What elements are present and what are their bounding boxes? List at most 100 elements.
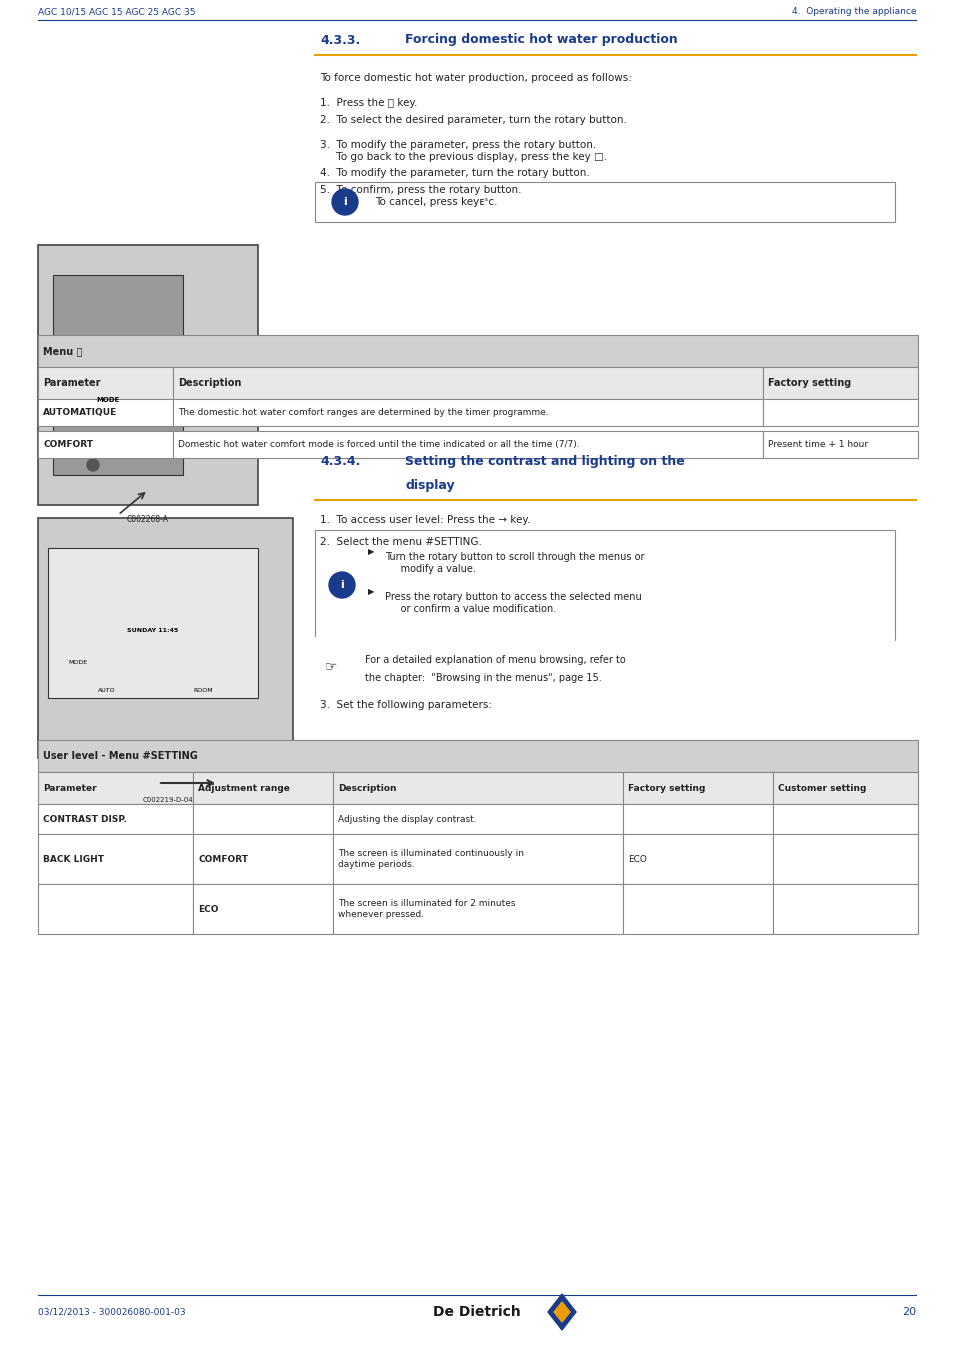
Bar (772, 805, 917, 834)
Bar (772, 834, 917, 884)
Text: Press the rotary button to access the selected menu
     or confirm a value modi: Press the rotary button to access the se… (385, 593, 641, 614)
Bar (772, 772, 917, 805)
Bar (193, 834, 333, 884)
Text: User level - Menu #SETTING: User level - Menu #SETTING (43, 751, 197, 761)
Bar (622, 805, 772, 834)
Text: COMFORT: COMFORT (43, 440, 92, 450)
Text: 5.  To confirm, press the rotary button.: 5. To confirm, press the rotary button. (319, 185, 521, 194)
Bar (172, 367, 762, 400)
Bar (53, 275, 183, 475)
Bar (333, 772, 622, 805)
Text: ▶: ▶ (368, 587, 375, 597)
Text: Setting the contrast and lighting on the: Setting the contrast and lighting on the (405, 455, 684, 468)
Bar (38, 518, 293, 757)
Bar (333, 834, 622, 884)
Bar (38, 740, 917, 772)
Text: Present time + 1 hour: Present time + 1 hour (767, 440, 867, 450)
Text: AGC 10/15 AGC 15 AGC 25 AGC 35: AGC 10/15 AGC 15 AGC 25 AGC 35 (38, 8, 195, 16)
Text: Menu ส: Menu ส (43, 346, 82, 356)
Bar (622, 772, 772, 805)
Circle shape (87, 459, 99, 471)
Text: 20: 20 (901, 1307, 915, 1318)
Text: Parameter: Parameter (43, 378, 100, 387)
Text: 4.  To modify the parameter, turn the rotary button.: 4. To modify the parameter, turn the rot… (319, 167, 589, 178)
Text: The screen is illuminated for 2 minutes
whenever pressed.: The screen is illuminated for 2 minutes … (337, 899, 515, 919)
Bar (38, 884, 193, 934)
Text: i: i (343, 197, 347, 207)
Text: Domestic hot water comfort mode is forced until the time indicated or all the ti: Domestic hot water comfort mode is force… (178, 440, 579, 450)
Text: 4.  Operating the appliance: 4. Operating the appliance (791, 8, 915, 16)
Bar (193, 884, 333, 934)
Bar (622, 834, 772, 884)
Text: Turn the rotary button to scroll through the menus or
     modify a value.: Turn the rotary button to scroll through… (385, 552, 644, 574)
Bar (38, 367, 172, 400)
Text: the chapter:  "Browsing in the menus", page 15.: the chapter: "Browsing in the menus", pa… (365, 674, 601, 683)
Text: 1.  To access user level: Press the → key.: 1. To access user level: Press the → key… (319, 514, 530, 525)
Circle shape (332, 189, 357, 215)
Text: i: i (340, 580, 343, 590)
Text: C002268-A: C002268-A (127, 516, 169, 525)
Bar (38, 805, 193, 834)
Text: BACK LIGHT: BACK LIGHT (43, 855, 104, 864)
Text: AUTO: AUTO (98, 687, 115, 693)
Text: Parameter: Parameter (43, 783, 96, 792)
Text: ☞: ☞ (325, 659, 337, 674)
Text: Forcing domestic hot water production: Forcing domestic hot water production (405, 34, 677, 46)
Text: COMFORT: COMFORT (198, 855, 248, 864)
Polygon shape (554, 1301, 569, 1322)
Text: 4.3.3.: 4.3.3. (319, 34, 360, 46)
Text: AUTOMATIQUE: AUTOMATIQUE (43, 408, 117, 417)
Text: C002219-D-04: C002219-D-04 (143, 796, 193, 803)
Text: To cancel, press keyᴇˢᴄ.: To cancel, press keyᴇˢᴄ. (375, 197, 497, 207)
Bar (762, 367, 917, 400)
FancyBboxPatch shape (314, 182, 894, 221)
Text: CONTRAST DISP.: CONTRAST DISP. (43, 814, 127, 824)
FancyBboxPatch shape (314, 637, 894, 693)
Text: Adjustment range: Adjustment range (198, 783, 290, 792)
Text: For a detailed explanation of menu browsing, refer to: For a detailed explanation of menu brows… (365, 655, 625, 666)
Text: The domestic hot water comfort ranges are determined by the timer programme.: The domestic hot water comfort ranges ar… (178, 408, 548, 417)
Text: Description: Description (178, 378, 241, 387)
Bar (772, 884, 917, 934)
Text: The screen is illuminated continuously in
daytime periods.: The screen is illuminated continuously i… (337, 849, 523, 868)
Bar (38, 834, 193, 884)
Bar (38, 244, 257, 505)
Bar (622, 884, 772, 934)
Bar (333, 884, 622, 934)
Bar (172, 400, 762, 427)
Text: 3.  Set the following parameters:: 3. Set the following parameters: (319, 701, 492, 710)
Bar (762, 431, 917, 458)
Text: Factory setting: Factory setting (767, 378, 850, 387)
Bar (193, 772, 333, 805)
Bar (38, 400, 172, 427)
Text: ECO: ECO (198, 904, 218, 914)
Bar (193, 805, 333, 834)
Text: ECO: ECO (627, 855, 646, 864)
Text: MODE: MODE (68, 660, 87, 666)
Bar (762, 400, 917, 427)
Text: 3.  To modify the parameter, press the rotary button.
     To go back to the pre: 3. To modify the parameter, press the ro… (319, 140, 606, 162)
Polygon shape (547, 1295, 576, 1330)
Circle shape (329, 572, 355, 598)
Bar (172, 431, 762, 458)
Text: To force domestic hot water production, proceed as follows:: To force domestic hot water production, … (319, 73, 631, 82)
Text: 03/12/2013 - 300026080-001-03: 03/12/2013 - 300026080-001-03 (38, 1308, 186, 1316)
Text: 1.  Press the ส key.: 1. Press the ส key. (319, 99, 417, 108)
Text: ROOM: ROOM (193, 687, 213, 693)
Text: 4.3.4.: 4.3.4. (319, 455, 360, 468)
Text: SUNDAY 11:45: SUNDAY 11:45 (127, 628, 178, 633)
Bar (38, 335, 917, 367)
Text: MODE: MODE (96, 397, 119, 404)
Text: 2.  To select the desired parameter, turn the rotary button.: 2. To select the desired parameter, turn… (319, 115, 626, 126)
Bar (38, 431, 172, 458)
Text: De Dietrich: De Dietrich (433, 1305, 520, 1319)
Text: Customer setting: Customer setting (778, 783, 865, 792)
Text: Adjusting the display contrast.: Adjusting the display contrast. (337, 814, 476, 824)
Text: display: display (405, 478, 455, 491)
Text: Factory setting: Factory setting (627, 783, 704, 792)
Text: 2.  Select the menu #SETTING.: 2. Select the menu #SETTING. (319, 537, 481, 547)
Bar (38, 772, 193, 805)
FancyBboxPatch shape (314, 531, 894, 640)
Bar (48, 548, 257, 698)
Bar (333, 805, 622, 834)
